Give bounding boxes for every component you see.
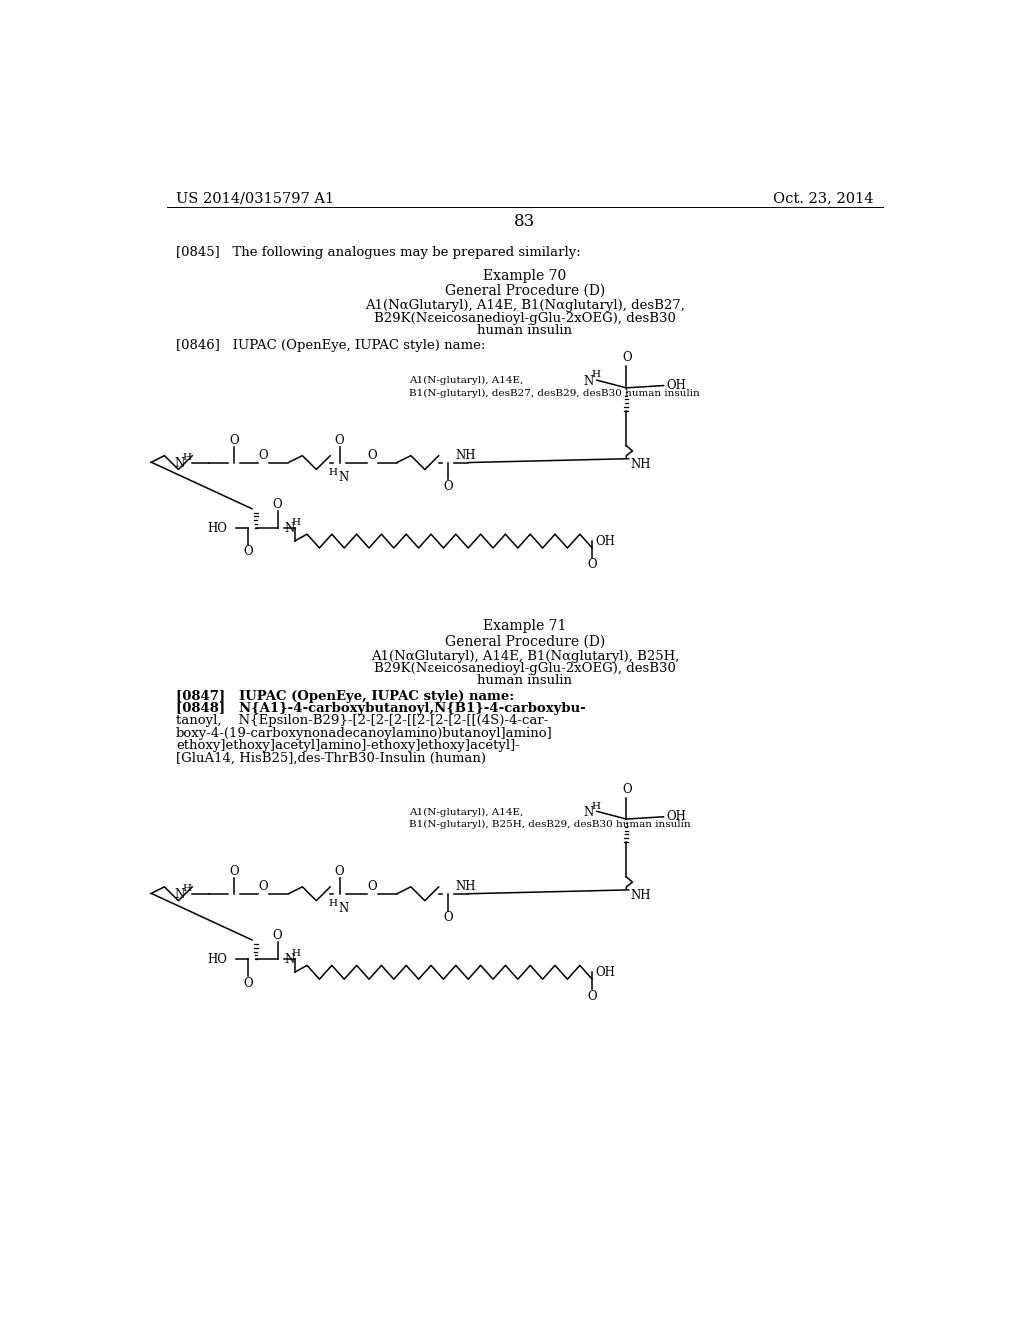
Text: tanoyl,    N{Epsilon-B29}-[2-[2-[2-[[2-[2-[2-[[(4S)-4-car-: tanoyl, N{Epsilon-B29}-[2-[2-[2-[[2-[2-[… <box>176 714 549 727</box>
Text: O: O <box>229 434 239 446</box>
Text: N: N <box>285 523 295 536</box>
Text: OH: OH <box>595 535 615 548</box>
Text: O: O <box>368 880 377 892</box>
Text: A1(N-glutaryl), A14E,: A1(N-glutaryl), A14E, <box>410 376 523 385</box>
Text: B29K(Nεeicosanedioyl-gGlu-2xOEG), desB30: B29K(Nεeicosanedioyl-gGlu-2xOEG), desB30 <box>374 312 676 325</box>
Text: O: O <box>244 545 253 558</box>
Text: 83: 83 <box>514 213 536 230</box>
Text: NH: NH <box>455 449 475 462</box>
Text: O: O <box>259 880 268 892</box>
Text: H: H <box>592 801 601 810</box>
Text: US 2014/0315797 A1: US 2014/0315797 A1 <box>176 191 334 206</box>
Text: N: N <box>584 807 594 820</box>
Text: H: H <box>329 899 337 908</box>
Text: O: O <box>335 865 344 878</box>
Text: human insulin: human insulin <box>477 675 572 688</box>
Text: [GluA14, HisB25],des-ThrB30-Insulin (human): [GluA14, HisB25],des-ThrB30-Insulin (hum… <box>176 751 486 764</box>
Text: OH: OH <box>667 379 686 392</box>
Text: O: O <box>229 865 239 878</box>
Text: [0848]   N{A1}-4-carboxybutanoyl,N{B1}-4-carboxybu-: [0848] N{A1}-4-carboxybutanoyl,N{B1}-4-c… <box>176 702 586 715</box>
Text: NH: NH <box>455 880 475 892</box>
Text: H: H <box>292 949 300 958</box>
Text: ethoxy]ethoxy]acetyl]amino]-ethoxy]ethoxy]acetyl]-: ethoxy]ethoxy]acetyl]amino]-ethoxy]ethox… <box>176 739 520 752</box>
Text: O: O <box>623 351 632 364</box>
Text: General Procedure (D): General Procedure (D) <box>444 284 605 298</box>
Text: N: N <box>285 953 295 966</box>
Text: HO: HO <box>207 953 227 966</box>
Text: O: O <box>443 911 453 924</box>
Text: human insulin: human insulin <box>477 323 572 337</box>
Text: H: H <box>329 469 337 477</box>
Text: H: H <box>292 519 300 527</box>
Text: O: O <box>272 498 283 511</box>
Text: A1(NαGlutaryl), A14E, B1(Nαglutaryl), desB27,: A1(NαGlutaryl), A14E, B1(Nαglutaryl), de… <box>365 300 685 313</box>
Text: Example 71: Example 71 <box>483 619 566 632</box>
Text: OH: OH <box>595 966 615 979</box>
Text: O: O <box>272 929 283 942</box>
Text: HO: HO <box>207 521 227 535</box>
Text: [0847]   IUPAC (OpenEye, IUPAC style) name:: [0847] IUPAC (OpenEye, IUPAC style) name… <box>176 689 514 702</box>
Text: O: O <box>335 434 344 446</box>
Text: boxy-4-(19-carboxynonadecanoylamino)butanoyl]amino]: boxy-4-(19-carboxynonadecanoylamino)buta… <box>176 726 553 739</box>
Text: H: H <box>592 371 601 379</box>
Text: O: O <box>623 783 632 796</box>
Text: N: N <box>584 375 594 388</box>
Text: H: H <box>182 453 191 462</box>
Text: B1(N-glutaryl), desB27, desB29, desB30 human insulin: B1(N-glutaryl), desB27, desB29, desB30 h… <box>410 388 700 397</box>
Text: N: N <box>174 457 184 470</box>
Text: N: N <box>339 903 349 915</box>
Text: O: O <box>259 449 268 462</box>
Text: B1(N-glutaryl), B25H, desB29, desB30 human insulin: B1(N-glutaryl), B25H, desB29, desB30 hum… <box>410 820 691 829</box>
Text: A1(NαGlutaryl), A14E, B1(Nαglutaryl), B25H,: A1(NαGlutaryl), A14E, B1(Nαglutaryl), B2… <box>371 649 679 663</box>
Text: B29K(Nεeicosanedioyl-gGlu-2xOEG), desB30: B29K(Nεeicosanedioyl-gGlu-2xOEG), desB30 <box>374 663 676 675</box>
Text: OH: OH <box>667 810 686 824</box>
Text: O: O <box>588 558 597 572</box>
Text: [0845]   The following analogues may be prepared similarly:: [0845] The following analogues may be pr… <box>176 246 581 259</box>
Text: N: N <box>174 888 184 902</box>
Text: General Procedure (D): General Procedure (D) <box>444 635 605 648</box>
Text: NH: NH <box>630 458 650 471</box>
Text: Oct. 23, 2014: Oct. 23, 2014 <box>773 191 873 206</box>
Text: [0846]   IUPAC (OpenEye, IUPAC style) name:: [0846] IUPAC (OpenEye, IUPAC style) name… <box>176 339 485 351</box>
Text: O: O <box>443 480 453 492</box>
Text: O: O <box>588 990 597 1003</box>
Text: O: O <box>244 977 253 990</box>
Text: A1(N-glutaryl), A14E,: A1(N-glutaryl), A14E, <box>410 808 523 817</box>
Text: O: O <box>368 449 377 462</box>
Text: Example 70: Example 70 <box>483 268 566 282</box>
Text: H: H <box>182 884 191 892</box>
Text: N: N <box>339 471 349 484</box>
Text: NH: NH <box>630 890 650 902</box>
